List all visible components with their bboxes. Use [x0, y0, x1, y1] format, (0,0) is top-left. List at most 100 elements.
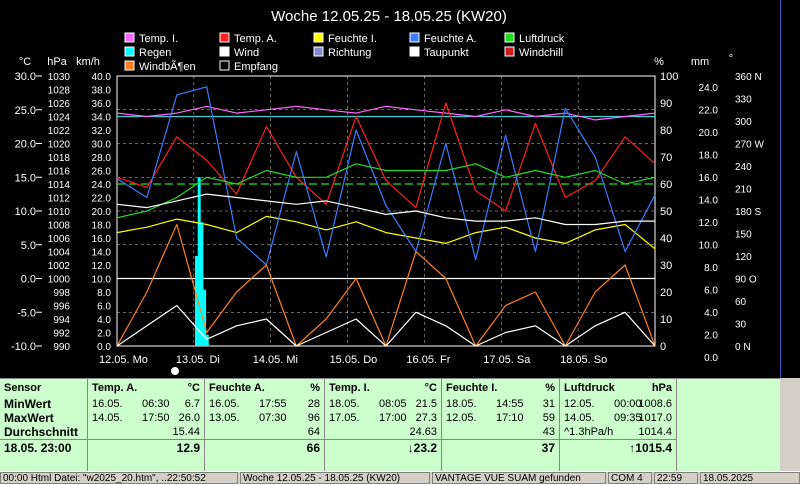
feuchte-a-current: 66: [306, 441, 320, 455]
rain-tick-label: 0.0: [704, 353, 718, 364]
wind-tick-label: 16.0: [92, 234, 112, 245]
legend-swatch: [219, 46, 230, 57]
temp-a-title: Temp. A.: [92, 382, 138, 394]
temp-tick-label: 25.0: [15, 105, 36, 117]
temp-i-unit: °C: [424, 382, 437, 394]
legend-label: Wind: [234, 47, 259, 59]
x-tick-label: 12.05. Mo: [99, 354, 148, 366]
x-tick-label: 15.05. Do: [330, 354, 378, 366]
series-line: [116, 163, 656, 219]
luftdruck-min-time: 00:00: [614, 398, 642, 410]
feuchte-a-min: 28: [307, 398, 320, 410]
wind-tick-label: 30.0: [92, 140, 112, 151]
wind-tick-label: 34.0: [92, 113, 112, 124]
percent-tick-label: 80: [660, 125, 672, 137]
wind-tick-label: 38.0: [92, 86, 112, 97]
maxwert-label: MaxWert: [4, 411, 54, 425]
pressure-tick-label: 1006: [48, 234, 71, 245]
wind-tick-label: 2.0: [97, 329, 111, 340]
feuchte-a-column: Feuchte A.% 16.05. 17:55 28 13.05. 07:30 96 …: [205, 379, 325, 471]
weather-chart: Woche 12.05.25 - 18.05.25 (KW20) Temp. I…: [11, 8, 764, 375]
pressure-tick-label: 1020: [48, 140, 71, 151]
temp-a-current: 12.9: [176, 441, 200, 455]
legend-swatch: [313, 46, 324, 57]
feuchte-a-max-time: 07:30: [259, 412, 287, 424]
wind-tick-label: 36.0: [92, 99, 112, 110]
percent-tick-label: 50: [660, 206, 672, 218]
statusbar: 00:00 Html Datei: "w2025_20.htm", ..22:5…: [0, 471, 800, 484]
chart-area: Woche 12.05.25 - 18.05.25 (KW20) Temp. I…: [0, 0, 780, 378]
stats-panel: Sensor MinWert MaxWert Durchschnitt 18.0…: [0, 378, 780, 471]
legend-label: Regen: [139, 47, 171, 59]
temp-a-unit: °C: [187, 382, 200, 394]
series-line: [116, 105, 656, 121]
luftdruck-min-date: 12.05.: [564, 398, 595, 410]
temp-i-max-date: 17.05.: [329, 412, 360, 424]
pressure-tick-label: 1030: [48, 72, 71, 83]
direction-tick-label: 90 O: [735, 275, 757, 286]
wind-tick-label: 10.0: [92, 275, 112, 286]
temp-i-min-time: 08:05: [379, 398, 407, 410]
direction-tick-label: 180 S: [735, 207, 761, 218]
chart-title: Woche 12.05.25 - 18.05.25 (KW20): [271, 8, 507, 25]
temp-i-title: Temp. I.: [329, 382, 370, 394]
rain-tick-label: 24.0: [699, 83, 719, 94]
rain-tick-label: 10.0: [699, 241, 719, 252]
pressure-tick-label: 1000: [48, 275, 71, 286]
wind-tick-label: 6.0: [97, 302, 111, 313]
pressure-tick-label: 996: [53, 302, 70, 313]
legend-swatch: [313, 32, 324, 43]
legend-swatch: [124, 46, 135, 57]
unit-percent: %: [654, 56, 664, 68]
feuchte-a-max-date: 13.05.: [209, 412, 240, 424]
percent-tick-label: 100: [660, 71, 678, 83]
wind-tick-label: 26.0: [92, 167, 112, 178]
temp-a-column: Temp. A. °C 16.05. 06:30 6.7 14.05. 17:50 26.…: [88, 379, 205, 471]
statusbar-port: COM 4: [608, 472, 652, 484]
rain-tick-label: 20.0: [699, 128, 719, 139]
temp-tick-label: 15.0: [15, 172, 36, 184]
pressure-tick-label: 1010: [48, 207, 71, 218]
temp-a-max: 26.0: [178, 412, 200, 424]
temp-tick-label: -10.0: [11, 341, 36, 353]
feuchte-i-unit: %: [545, 382, 555, 394]
feuchte-i-min-time: 14:55: [496, 398, 524, 410]
series-line: [116, 304, 656, 347]
statusbar-week: Woche 12.05.25 - 18.05.25 (KW20): [240, 472, 430, 484]
luftdruck-max-time: 09:35: [614, 412, 642, 424]
legend-label: Luftdruck: [519, 33, 565, 45]
feuchte-i-title: Feuchte I.: [446, 382, 498, 394]
legend-swatch: [124, 32, 135, 43]
temp-a-min-date: 16.05.: [92, 398, 123, 410]
rain-bar: [197, 177, 201, 346]
x-tick-label: 16.05. Fr: [406, 354, 450, 366]
feuchte-a-min-date: 16.05.: [209, 398, 240, 410]
feuchte-a-min-time: 17:55: [259, 398, 287, 410]
x-tick-label: 17.05. Sa: [483, 354, 531, 366]
temp-i-min-date: 18.05.: [329, 398, 360, 410]
percent-tick-label: 40: [660, 233, 672, 245]
pressure-tick-label: 1002: [48, 261, 71, 272]
unit-pressure: hPa: [47, 56, 67, 68]
direction-tick-label: 150: [735, 230, 752, 241]
pressure-tick-label: 992: [53, 329, 70, 340]
sensor-header: Sensor: [4, 382, 42, 394]
percent-tick-label: 70: [660, 152, 672, 164]
series-line: [116, 102, 656, 212]
pressure-tick-label: 1026: [48, 99, 71, 110]
rain-bar: [195, 256, 199, 346]
direction-tick-label: 30: [735, 320, 747, 331]
temp-a-min: 6.7: [184, 398, 200, 410]
feuchte-i-column: Feuchte I.% 18.05. 14:55 31 12.05. 17:10 59 …: [442, 379, 560, 471]
legend-swatch: [124, 60, 135, 71]
scrollbar-strip[interactable]: [780, 0, 800, 378]
wind-tick-label: 12.0: [92, 261, 112, 272]
pressure-tick-label: 1028: [48, 86, 71, 97]
pressure-tick-label: 1024: [48, 113, 71, 124]
wind-tick-label: 18.0: [92, 221, 112, 232]
wind-tick-label: 0.0: [97, 342, 111, 353]
temp-tick-label: 10.0: [15, 206, 36, 218]
rain-tick-label: 22.0: [699, 106, 719, 117]
luftdruck-column: Luftdruck hPa 12.05. 00:00 1008.6 14.05. 09:…: [560, 379, 677, 471]
feuchte-i-current: 37: [541, 441, 555, 455]
